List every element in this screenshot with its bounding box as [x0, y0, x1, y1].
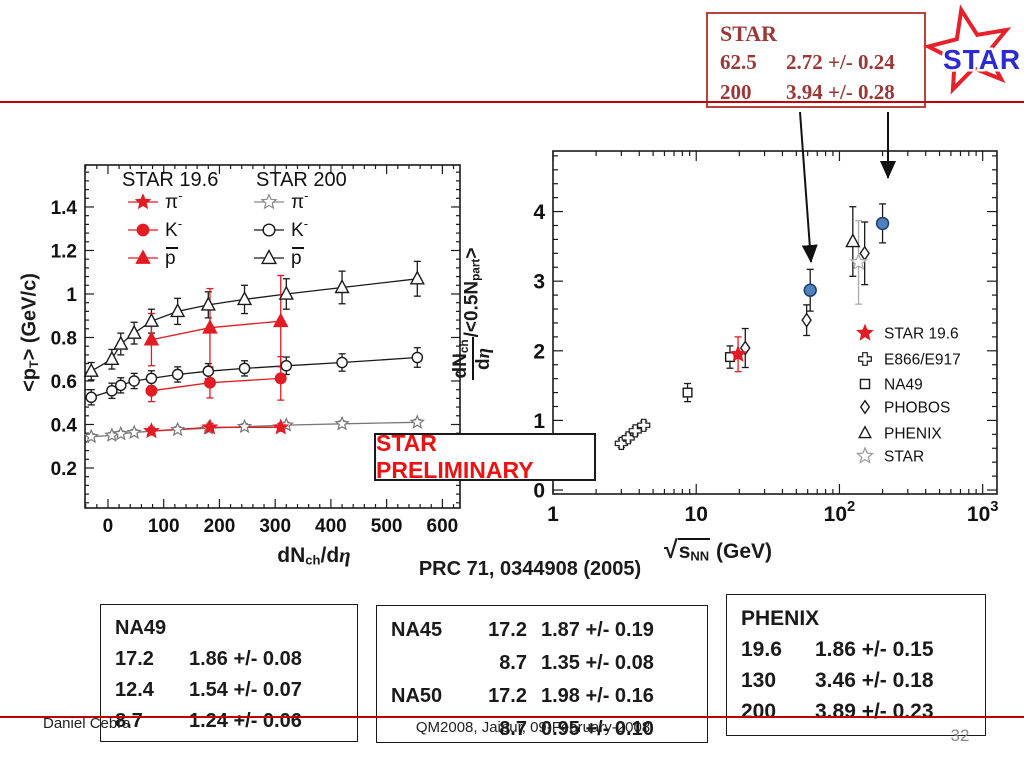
- svg-text:500: 500: [371, 516, 403, 537]
- svg-text:10: 10: [685, 503, 708, 526]
- svg-text:p: p: [291, 248, 302, 269]
- star-icon: [923, 4, 1012, 95]
- svg-text:3: 3: [533, 271, 545, 294]
- star-logo-text: STAR: [943, 44, 1021, 75]
- svg-text:STAR 19.6: STAR 19.6: [884, 326, 959, 343]
- svg-text:0.6: 0.6: [51, 372, 77, 393]
- table-row: 12.4 1.54 +/- 0.07: [115, 679, 302, 701]
- svg-text:0.8: 0.8: [51, 328, 77, 349]
- top-divider-line: [0, 101, 1024, 103]
- svg-text:STAR 200: STAR 200: [256, 169, 347, 191]
- svg-text:600: 600: [427, 516, 459, 537]
- svg-text:0: 0: [103, 516, 114, 537]
- na49-table-title: NA49: [115, 617, 167, 639]
- svg-text:K-: K-: [165, 216, 182, 241]
- phenix-table-title: PHENIX: [741, 607, 820, 630]
- star-values-title: STAR: [720, 21, 778, 46]
- star-preliminary-label: STAR PRELIMINARY: [376, 430, 534, 483]
- svg-text:400: 400: [315, 516, 347, 537]
- na45-na50-table: NA45 17.2 1.87 +/- 0.19 8.7 1.35 +/- 0.08 N…: [376, 605, 708, 743]
- svg-text:PHENIX: PHENIX: [884, 426, 942, 443]
- star-values-row: 200 3.94 +/- 0.28: [720, 80, 895, 104]
- table-row: NA45 17.2 1.87 +/- 0.19: [391, 619, 654, 641]
- reference-text: PRC 71, 0344908 (2005): [418, 558, 642, 580]
- table-row: 8.7 0.95 +/- 0.10: [499, 718, 654, 740]
- svg-text:1.4: 1.4: [51, 198, 78, 219]
- table-row: NA50 17.2 1.98 +/- 0.16: [391, 685, 654, 707]
- star-preliminary-box: STAR PRELIMINARY: [374, 430, 596, 483]
- svg-text:1: 1: [533, 410, 545, 433]
- table-row: 200 3.89 +/- 0.23: [741, 700, 934, 723]
- table-row: 8.7 1.24 +/- 0.06: [115, 710, 302, 732]
- table-row: 130 3.46 +/- 0.18: [741, 669, 934, 692]
- svg-text:NA49: NA49: [884, 377, 923, 394]
- svg-text:200: 200: [204, 516, 236, 537]
- footer-conference: QM2008, Jaipur, 09-February-2008: [415, 719, 651, 736]
- svg-text:STAR: STAR: [884, 449, 924, 466]
- svg-text:4: 4: [533, 201, 545, 224]
- svg-text:π-: π-: [165, 188, 182, 213]
- left-chart: 0 100 200 300 400 500 600 0.2 0.4 0.6 0.8 1 1.2 1.4 ST…: [51, 164, 461, 537]
- left-chart-x-axis-label: dNch/dη: [277, 543, 351, 568]
- svg-text:0: 0: [533, 480, 545, 503]
- svg-text:2: 2: [533, 340, 545, 363]
- svg-text:102: 102: [824, 499, 856, 526]
- footer-author: Daniel Cebra: [43, 715, 131, 732]
- right-chart-y-axis-label: dNch dη/<0.5Npart>: [450, 247, 494, 381]
- table-row: 8.7 1.35 +/- 0.08: [499, 652, 654, 674]
- na49-table: NA49 17.2 1.86 +/- 0.08 12.4 1.54 +/- 0.07…: [100, 604, 358, 742]
- svg-text:1.2: 1.2: [51, 241, 77, 262]
- svg-text:100: 100: [148, 516, 180, 537]
- svg-text:103: 103: [967, 499, 999, 526]
- left-chart-y-axis-label: <pT> (GeV/c): [18, 273, 42, 392]
- phenix-table: PHENIX 19.6 1.86 +/- 0.15 130 3.46 +/- 0.1…: [726, 594, 986, 736]
- svg-text:300: 300: [259, 516, 291, 537]
- table-row: 19.6 1.86 +/- 0.15: [741, 638, 934, 661]
- star-values-row: 62.5 2.72 +/- 0.24: [720, 50, 895, 74]
- svg-text:π-: π-: [291, 188, 308, 213]
- svg-text:1: 1: [547, 503, 559, 526]
- star-values-box: STAR 62.5 2.72 +/- 0.24 200 3.94 +/- 0.2…: [706, 12, 926, 108]
- svg-text:E866/E917: E866/E917: [884, 352, 961, 369]
- svg-text:PHOBOS: PHOBOS: [884, 400, 950, 417]
- svg-text:K-: K-: [291, 216, 308, 241]
- table-row: 17.2 1.86 +/- 0.08: [115, 648, 302, 670]
- svg-text:p: p: [165, 248, 176, 269]
- svg-text:1: 1: [66, 285, 77, 306]
- svg-text:0.4: 0.4: [51, 415, 78, 436]
- footer-page-number: 32: [950, 726, 970, 745]
- svg-text:STAR 19.6: STAR 19.6: [122, 169, 218, 191]
- svg-text:0.2: 0.2: [51, 459, 77, 480]
- bottom-divider-line: [0, 716, 1024, 718]
- right-chart-x-axis-label: √sNN (GeV): [663, 536, 773, 564]
- star-logo: STAR: [923, 4, 1023, 95]
